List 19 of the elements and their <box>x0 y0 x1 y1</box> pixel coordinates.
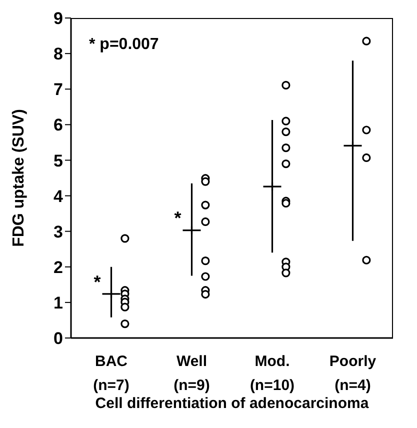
y-tick-label: 8 <box>54 44 63 64</box>
x-axis-title: Cell differentiation of adenocarcinoma <box>95 395 370 412</box>
y-tick-label: 6 <box>54 116 63 135</box>
y-axis-title: FDG uptake (SUV) <box>10 109 28 247</box>
y-tick-label: 1 <box>54 293 63 312</box>
y-tick-label: 9 <box>54 9 63 28</box>
x-tick-label: Well (n=9) <box>174 353 210 394</box>
annotation: * <box>173 208 182 228</box>
x-tick-label: Mod. (n=10) <box>250 353 295 394</box>
x-tick-label: Poorly (n=4) <box>329 353 377 394</box>
y-tick-label: 0 <box>54 329 63 348</box>
x-tick-label: BAC (n=7) <box>93 353 130 394</box>
annotation: * <box>92 272 102 292</box>
annotation: * p=0.007 <box>89 36 159 54</box>
y-tick-label: 4 <box>54 186 64 206</box>
y-tick-label: 3 <box>54 222 63 242</box>
y-tick-label: 5 <box>54 151 63 170</box>
y-tick-label: 7 <box>54 80 63 100</box>
y-tick-label: 2 <box>54 258 63 277</box>
